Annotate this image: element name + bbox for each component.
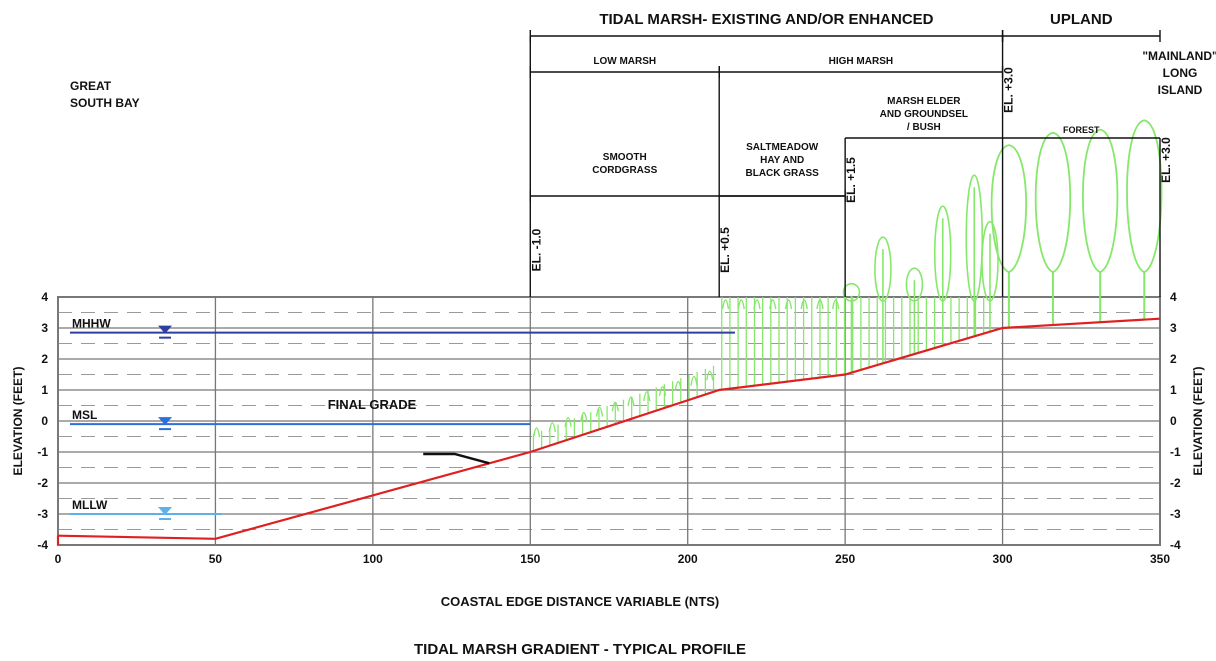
x-tick-label: 200 <box>678 552 698 566</box>
y-tick-label-right: -2 <box>1170 476 1181 490</box>
chart-grid <box>57 296 1161 546</box>
tree-crown <box>1034 131 1072 274</box>
zone-label: SALTMEADOW <box>746 142 819 153</box>
tide-label: MHHW <box>72 317 111 331</box>
elevation-label: EL. +0.5 <box>718 227 732 273</box>
forest-label: FOREST <box>1063 125 1100 135</box>
y-tick-label-left: -3 <box>37 507 48 521</box>
grass-tuft <box>816 299 824 310</box>
grass-tuft <box>784 299 793 310</box>
y-tick-label-right: -1 <box>1170 445 1181 459</box>
y-tick-label-left: 1 <box>41 383 48 397</box>
mainland-label: "MAINLAND" <box>1142 49 1216 63</box>
shrub-crown <box>874 236 892 302</box>
grass-tuft <box>690 375 698 386</box>
shrub-crown <box>965 174 984 302</box>
tree-crown <box>1126 119 1163 274</box>
x-tick-label: 100 <box>363 552 383 566</box>
grass-tuft <box>595 406 604 417</box>
x-axis-label: COASTAL EDGE DISTANCE VARIABLE (NTS) <box>441 594 720 609</box>
zone-label: BLACK GRASS <box>745 168 819 179</box>
final-grade-label: FINAL GRADE <box>328 397 417 412</box>
grass-tuft <box>753 299 761 310</box>
grass-tuft <box>769 299 777 310</box>
shrub-crown <box>981 220 999 302</box>
vegetation-layer <box>532 119 1163 451</box>
grass-tuft <box>800 299 808 310</box>
y-tick-label-left: 3 <box>41 321 48 335</box>
shrub-crown <box>842 282 861 302</box>
y-axis-label-left: ELEVATION (FEET) <box>11 367 25 476</box>
header-upland: UPLAND <box>1050 11 1113 28</box>
mainland-label: LONG <box>1163 66 1198 80</box>
y-axis-label-right: ELEVATION (FEET) <box>1191 367 1205 476</box>
y-tick-label-right: 3 <box>1170 321 1177 335</box>
grass-tuft <box>611 401 619 412</box>
tide-marker-icon <box>158 507 173 515</box>
x-tick-label: 50 <box>209 552 223 566</box>
elevation-label: EL. +1.5 <box>844 157 858 203</box>
header-low-marsh: LOW MARSH <box>593 56 656 67</box>
elevation-label: EL. +3.0 <box>1159 137 1173 183</box>
y-tick-label-right: 4 <box>1170 290 1177 304</box>
grass-tuft <box>706 370 714 381</box>
chart-title: TIDAL MARSH GRADIENT - TYPICAL PROFILE <box>414 641 746 658</box>
tree-crown <box>990 144 1027 274</box>
y-tick-label-left: -2 <box>37 476 48 490</box>
x-tick-label: 250 <box>835 552 855 566</box>
shrub-crown <box>933 205 952 302</box>
shrub-crown <box>905 267 924 302</box>
y-tick-label-right: 1 <box>1170 383 1177 397</box>
grass-tuft <box>580 411 588 422</box>
y-tick-label-left: 4 <box>41 290 48 304</box>
zone-label: / BUSH <box>907 122 941 133</box>
grass-tuft <box>674 380 682 391</box>
y-tick-label-left: -1 <box>37 445 48 459</box>
x-tick-label: 0 <box>55 552 62 566</box>
mainland-label: ISLAND <box>1158 83 1203 97</box>
zone-label: SMOOTH <box>603 152 647 163</box>
zone-label: CORDGRASS <box>592 165 657 176</box>
header-tidal-marsh: TIDAL MARSH- EXISTING AND/OR ENHANCED <box>599 11 933 28</box>
y-tick-label-left: 2 <box>41 352 48 366</box>
x-tick-label: 150 <box>520 552 540 566</box>
tide-lines: MHHW MSL MLLW <box>70 317 735 520</box>
final-grade-leader <box>423 452 490 465</box>
grass-tuft <box>643 391 651 402</box>
zone-headers: TIDAL MARSH- EXISTING AND/OR ENHANCED UPL… <box>70 11 1216 297</box>
bay-label: SOUTH BAY <box>70 96 140 110</box>
x-tick-label: 350 <box>1150 552 1170 566</box>
grass-tuft <box>564 417 572 427</box>
tide-label: MLLW <box>72 498 108 512</box>
y-tick-label-right: 2 <box>1170 352 1177 366</box>
tide-label: MSL <box>72 408 97 422</box>
zone-label: MARSH ELDER <box>887 96 961 107</box>
grass-tuft <box>548 422 557 433</box>
tree-crown <box>1082 128 1119 274</box>
grass-tuft <box>627 396 635 407</box>
grass-tuft <box>532 427 541 438</box>
y-tick-label-right: -4 <box>1170 538 1181 552</box>
zone-label: HAY AND <box>760 155 804 166</box>
tide-marker-icon <box>158 417 173 426</box>
bay-label: GREAT <box>70 79 112 93</box>
grass-tuft <box>721 299 730 310</box>
grass-tuft <box>658 386 667 396</box>
final-grade-polyline <box>57 317 1161 540</box>
axes: 0 50 100 150 200 250 300 350-4 -4-3 -3-2 -2-1 -10 01… <box>11 290 1205 566</box>
elevation-label: EL. +3.0 <box>1002 67 1016 113</box>
final-grade-line <box>56 317 1161 545</box>
y-tick-label-right: -3 <box>1170 507 1181 521</box>
tide-marker-icon <box>158 325 173 334</box>
grass-tuft <box>832 299 840 310</box>
y-tick-label-right: 0 <box>1170 414 1177 428</box>
grass-tuft <box>737 299 745 310</box>
x-tick-label: 300 <box>993 552 1013 566</box>
zone-label: AND GROUNDSEL <box>880 109 968 120</box>
elevation-label: EL. -1.0 <box>529 228 543 271</box>
header-high-marsh: HIGH MARSH <box>829 56 893 67</box>
y-tick-label-left: -4 <box>37 538 48 552</box>
y-tick-label-left: 0 <box>41 414 48 428</box>
